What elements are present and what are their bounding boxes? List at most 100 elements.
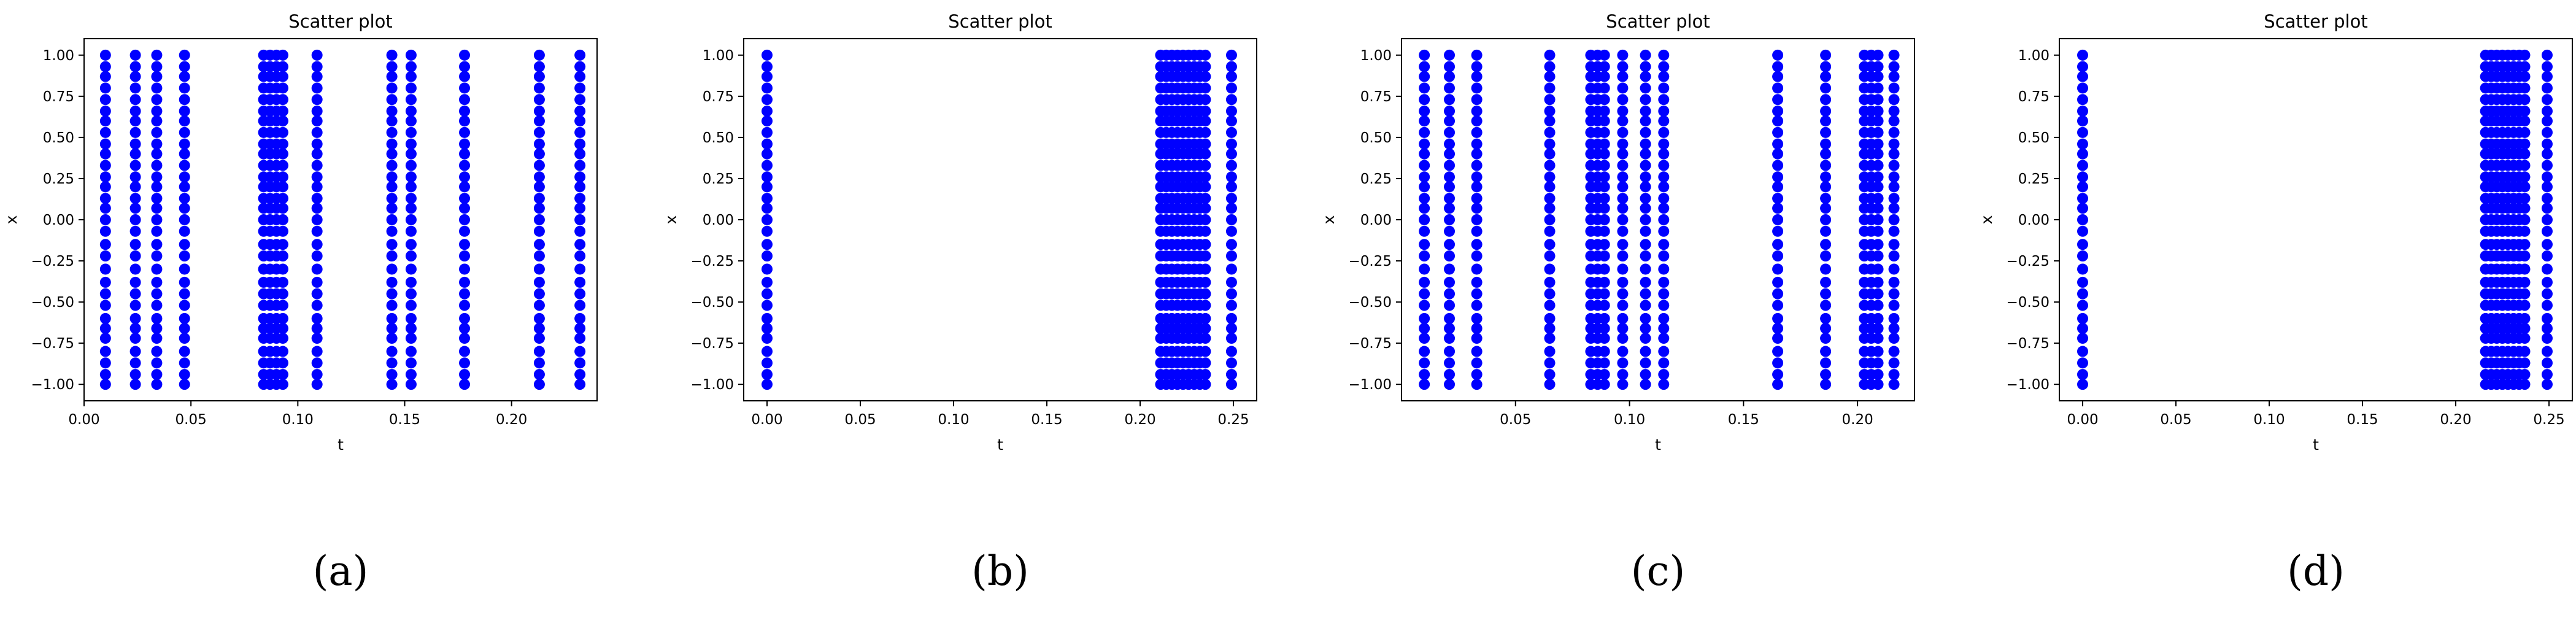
scatter-point — [2519, 225, 2531, 237]
scatter-point — [1888, 239, 1900, 250]
scatter-point — [311, 357, 323, 369]
scatter-point — [99, 312, 111, 324]
scatter-point — [1820, 250, 1832, 261]
scatter-point — [1658, 106, 1670, 117]
scatter-point — [1200, 323, 1211, 334]
scatter-point — [459, 288, 471, 300]
scatter-point — [311, 369, 323, 381]
scatter-point — [1200, 300, 1211, 311]
scatter-point — [2077, 181, 2088, 193]
scatter-point — [1471, 379, 1483, 390]
scatter-point — [762, 239, 773, 250]
x-tick-label: 0.10 — [1614, 412, 1645, 428]
scatter-point — [459, 263, 471, 275]
scatter-point — [151, 263, 163, 275]
scatter-point — [311, 148, 323, 160]
scatter-point — [1888, 346, 1900, 357]
scatter-point — [386, 263, 398, 275]
scatter-point — [2541, 138, 2553, 150]
scatter-point — [99, 300, 111, 311]
scatter-point — [151, 193, 163, 204]
scatter-point — [574, 323, 586, 334]
scatter-point — [2541, 333, 2553, 344]
scatter-point — [405, 300, 417, 311]
scatter-point — [277, 106, 288, 117]
scatter-point — [533, 94, 545, 106]
scatter-point — [179, 171, 190, 183]
scatter-point — [533, 193, 545, 204]
scatter-point — [1471, 333, 1483, 344]
scatter-point — [405, 276, 417, 288]
scatter-point — [1640, 71, 1651, 82]
scatter-point — [2077, 94, 2088, 106]
scatter-point — [1471, 138, 1483, 150]
scatter-point — [1598, 225, 1610, 237]
scatter-point — [2077, 333, 2088, 344]
scatter-point — [1872, 181, 1884, 193]
scatter-point — [386, 203, 398, 214]
scatter-point — [1888, 171, 1900, 183]
x-axis-label: t — [997, 436, 1003, 454]
scatter-point — [99, 250, 111, 261]
scatter-point — [1640, 138, 1651, 150]
scatter-point — [2519, 181, 2531, 193]
scatter-point — [179, 82, 190, 94]
scatter-point — [1225, 346, 1237, 357]
scatter-point — [277, 82, 288, 94]
scatter-point — [1872, 203, 1884, 214]
scatter-point — [405, 126, 417, 138]
scatter-point — [2077, 171, 2088, 183]
scatter-point — [405, 203, 417, 214]
scatter-point — [1419, 239, 1430, 250]
scatter-point — [2541, 214, 2553, 225]
scatter-point — [2541, 312, 2553, 324]
scatter-point — [129, 148, 141, 160]
scatter-point — [1444, 346, 1456, 357]
scatter-point — [533, 106, 545, 117]
scatter-point — [1658, 346, 1670, 357]
scatter-point — [1820, 49, 1832, 61]
scatter-point — [1419, 49, 1430, 61]
scatter-point — [311, 49, 323, 61]
scatter-point — [762, 276, 773, 288]
scatter-point — [1820, 148, 1832, 160]
scatter-point — [1225, 181, 1237, 193]
scatter-point — [277, 115, 288, 127]
y-axis-label: x — [2, 215, 20, 225]
scatter-point — [99, 160, 111, 171]
scatter-point — [151, 49, 163, 61]
scatter-point — [1872, 160, 1884, 171]
scatter-point — [386, 181, 398, 193]
scatter-point — [459, 239, 471, 250]
scatter-point — [459, 323, 471, 334]
scatter-point — [277, 333, 288, 344]
scatter-point — [151, 333, 163, 344]
scatter-point — [99, 333, 111, 344]
scatter-point — [1225, 148, 1237, 160]
scatter-point — [1888, 181, 1900, 193]
scatter-point — [762, 369, 773, 381]
scatter-point — [1419, 126, 1430, 138]
scatter-point — [1640, 346, 1651, 357]
scatter-point — [129, 138, 141, 150]
scatter-point — [405, 333, 417, 344]
y-tick-label: −1.00 — [1349, 377, 1392, 393]
scatter-point — [1225, 138, 1237, 150]
scatter-point — [277, 263, 288, 275]
scatter-point — [311, 214, 323, 225]
scatter-point — [1772, 61, 1784, 72]
scatter-point — [1772, 369, 1784, 381]
scatter-point — [1772, 239, 1784, 250]
scatter-point — [1658, 276, 1670, 288]
scatter-point — [1225, 225, 1237, 237]
scatter-point — [1658, 148, 1670, 160]
scatter-point — [1544, 148, 1556, 160]
scatter-point — [2077, 300, 2088, 311]
scatter-point — [1617, 138, 1629, 150]
scatter-point — [1640, 160, 1651, 171]
scatter-point — [386, 312, 398, 324]
scatter-point — [277, 250, 288, 261]
scatter-point — [1872, 71, 1884, 82]
chart-panel: Scatter plot 0.05 0.10 0.15 0.20 −1.00 −0.75 −0… — [1320, 11, 1915, 595]
scatter-point — [151, 225, 163, 237]
